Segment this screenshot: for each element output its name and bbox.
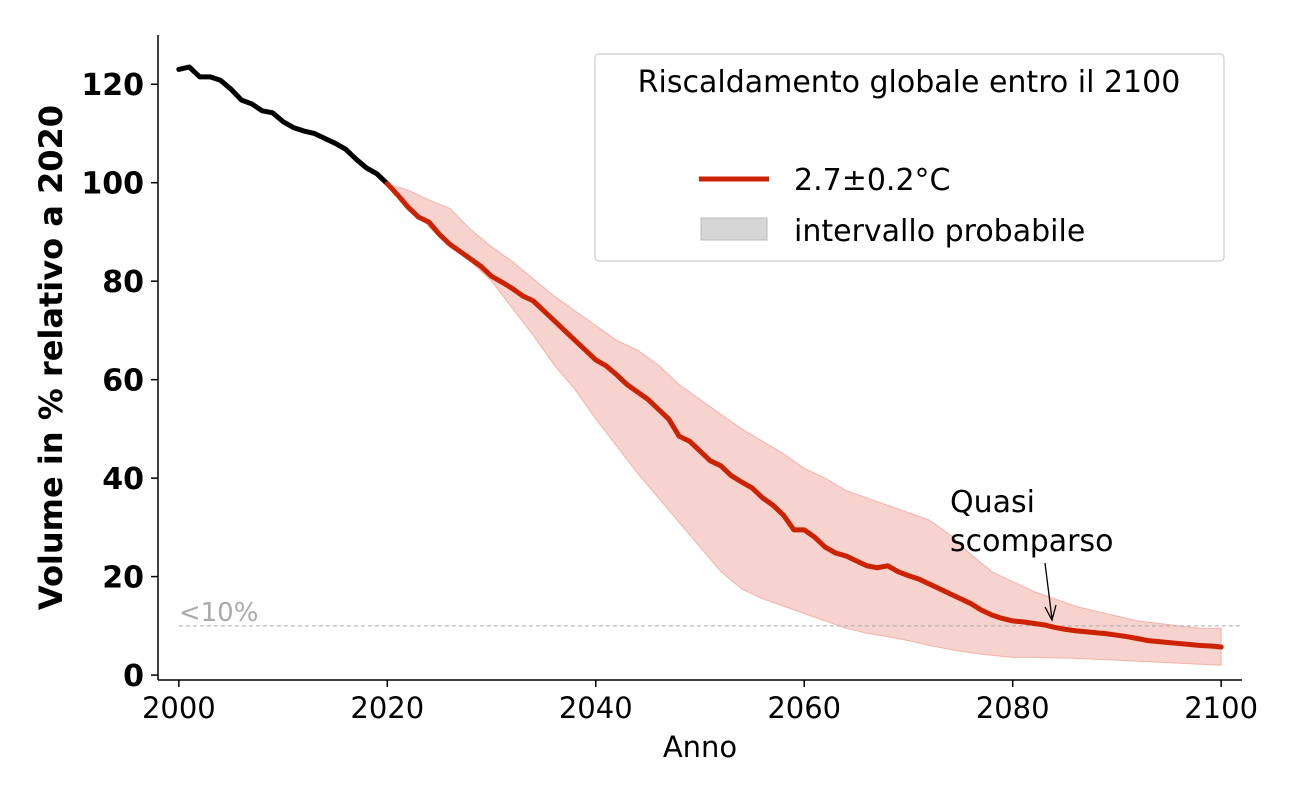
x-tick-label: 2000 <box>142 691 216 725</box>
y-tick-label: 120 <box>81 68 144 103</box>
annotation-quasi-scomparso: Quasi scomparso <box>950 485 1113 622</box>
x-tick-label: 2040 <box>559 691 633 725</box>
legend-frame <box>594 53 1225 262</box>
legend-entry-band: intervallo probabile <box>794 214 1085 249</box>
y-tick-label: 80 <box>102 265 144 300</box>
historical-line <box>176 64 390 187</box>
x-tick-label: 2100 <box>1184 691 1258 725</box>
y-tick-label: 20 <box>102 561 144 596</box>
legend: Riscaldamento globale entro il 2100 2.7±… <box>594 53 1225 262</box>
x-tick-label: 2080 <box>976 691 1050 725</box>
y-tick-label: 100 <box>81 167 144 202</box>
annotation-arrow-shaft <box>1044 562 1053 620</box>
y-tick-label: 60 <box>102 364 144 399</box>
x-ticks: 2000 2020 2040 2060 2080 2100 <box>142 680 1258 725</box>
legend-title: Riscaldamento globale entro il 2100 <box>638 65 1181 100</box>
projection-line <box>384 181 1224 650</box>
x-axis-title: Anno <box>663 730 737 764</box>
legend-entry-projection: 2.7±0.2°C <box>794 163 951 198</box>
annotation-arrow-head <box>1044 604 1057 622</box>
y-tick-label: 40 <box>102 462 144 497</box>
y-ticks: 0 20 40 60 80 100 120 <box>81 68 158 694</box>
legend-band-swatch <box>700 217 768 241</box>
annotation-line1: Quasi <box>950 485 1035 520</box>
x-tick-label: 2020 <box>350 691 424 725</box>
annotation-line2: scomparso <box>950 524 1113 559</box>
threshold-label: <10% <box>179 598 259 628</box>
y-tick-label: 0 <box>123 659 144 694</box>
x-tick-label: 2060 <box>767 691 841 725</box>
y-axis-title: Volume in % relativo a 2020 <box>32 105 70 610</box>
plot-area: <10% <box>176 64 1240 666</box>
